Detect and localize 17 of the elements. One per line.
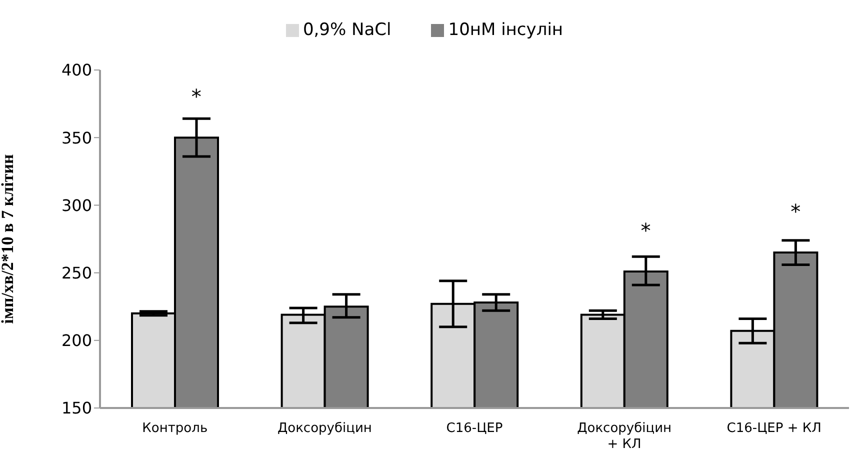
- annotation: *: [191, 84, 202, 109]
- annotation: *: [790, 200, 801, 224]
- x-tick-label: Контроль: [142, 421, 208, 436]
- y-axis-title: імп/хв/2*10 в 7 клітин: [0, 154, 18, 324]
- y-tick-label: 400: [61, 60, 92, 80]
- legend-label: 10нМ інсулін: [448, 20, 564, 40]
- y-tick-label: 350: [61, 128, 92, 148]
- y-tick-label: 300: [61, 196, 92, 215]
- y-tick-label: 200: [61, 331, 92, 350]
- x-tick-label: С16-ЦЕР: [446, 421, 503, 436]
- x-tick-label: Доксорубіцин + КЛ: [577, 421, 672, 452]
- y-tick-label: 150: [61, 398, 92, 418]
- x-tick-label: Доксорубіцин: [277, 421, 372, 436]
- x-tick-label: С16-ЦЕР + КЛ: [726, 421, 822, 436]
- y-tick-label: 250: [61, 263, 92, 282]
- legend-label: 0,9% NaCl: [302, 20, 392, 40]
- annotation: *: [640, 218, 651, 242]
